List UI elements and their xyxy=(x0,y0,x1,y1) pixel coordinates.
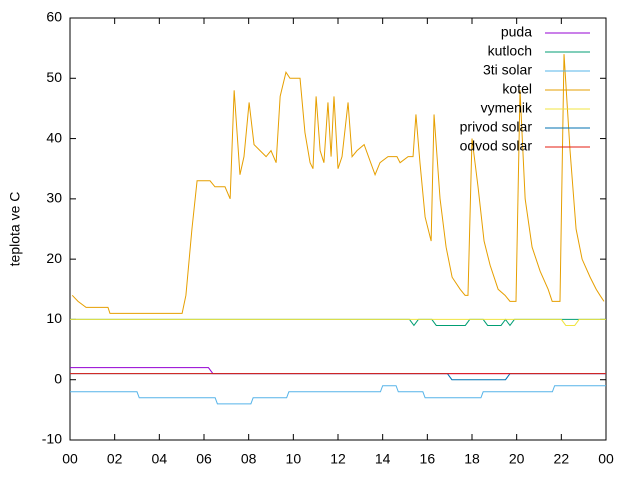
y-tick-label: 40 xyxy=(46,129,62,145)
y-tick-label: 60 xyxy=(46,9,62,25)
series-line xyxy=(70,373,606,381)
x-tick-label: 00 xyxy=(598,451,614,467)
x-tick-label: 06 xyxy=(196,451,212,467)
series-line xyxy=(70,385,606,405)
y-tick-label: 20 xyxy=(46,250,62,266)
legend-label: puda xyxy=(501,24,532,40)
legend-label: odvod solar xyxy=(460,138,533,154)
series-line xyxy=(70,318,606,327)
x-tick-label: 16 xyxy=(420,451,436,467)
series-line xyxy=(70,318,606,326)
x-tick-label: 20 xyxy=(509,451,525,467)
x-tick-label: 22 xyxy=(554,451,570,467)
legend-label: kotel xyxy=(502,81,532,97)
x-tick-label: 08 xyxy=(241,451,257,467)
legend-label: vymenik xyxy=(481,100,533,116)
series-line xyxy=(71,54,605,314)
x-tick-label: 14 xyxy=(375,451,391,467)
y-axis-label: teplota ve C xyxy=(7,192,23,267)
y-tick-label: 0 xyxy=(54,370,62,386)
y-tick-label: -10 xyxy=(42,431,62,447)
x-tick-label: 04 xyxy=(152,451,168,467)
x-tick-label: 00 xyxy=(62,451,78,467)
legend-label: 3ti solar xyxy=(483,62,532,78)
legend-label: privod solar xyxy=(460,119,533,135)
y-tick-label: 30 xyxy=(46,190,62,206)
y-tick-label: 50 xyxy=(46,69,62,85)
series-line xyxy=(70,367,606,375)
x-tick-label: 02 xyxy=(107,451,123,467)
x-tick-label: 12 xyxy=(330,451,346,467)
x-tick-label: 10 xyxy=(286,451,302,467)
y-tick-label: 10 xyxy=(46,310,62,326)
legend-label: kutloch xyxy=(488,43,532,59)
x-tick-label: 18 xyxy=(464,451,480,467)
